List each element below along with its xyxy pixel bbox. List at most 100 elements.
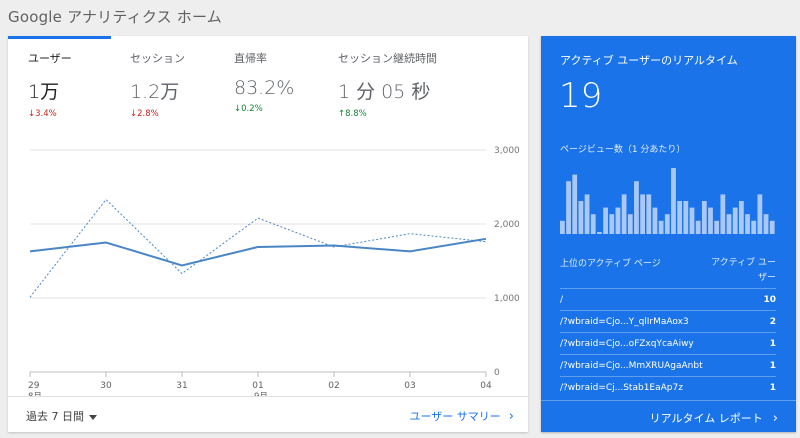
realtime-report-label: リアルタイム レポート [649, 412, 763, 425]
header-top-pages: 上位のアクティブ ページ [560, 259, 661, 269]
metric-label: 直帰率 [234, 52, 267, 65]
active-page-row[interactable]: /?wbraid=Cjo...Y_qlIrMaAox3 2 [560, 310, 776, 332]
pageview-bar [671, 168, 676, 234]
x-tick-label: 31 [176, 381, 187, 391]
date-range-label: 過去 7 日間 [26, 410, 84, 423]
pageview-bar [609, 214, 615, 234]
chevron-right-icon: › [508, 409, 514, 424]
pageview-bar [572, 174, 578, 234]
metric-label: セッション [130, 52, 185, 65]
line-chart-svg: 3,000 2,000 1,000 0 298月 30 31 019月 02 03 04 [28, 146, 520, 396]
pageview-bar [745, 214, 750, 234]
active-page-path: /?wbraid=Cjo...MmXRUAgaAnbt [560, 361, 703, 371]
metric-value: 83.2% [234, 77, 295, 99]
active-page-row[interactable]: /?wbraid=Cjo...MmXRUAgaAnbt 1 [560, 354, 776, 376]
metric-change: ↓0.2% [234, 104, 263, 114]
pageview-bar [584, 194, 590, 234]
metric-tab-sessions[interactable]: セッション 1.2万 ↓2.8% [130, 50, 185, 119]
x-tick-label: 01 [252, 381, 263, 391]
pageviews-bar-chart [560, 168, 775, 234]
active-tab-indicator [8, 36, 111, 39]
y-tick-label: 2,000 [494, 220, 520, 230]
pageview-bar [695, 220, 701, 234]
x-tick-sublabel: 8月 [28, 392, 42, 396]
x-tick-sublabel: 9月 [254, 392, 268, 396]
active-page-count: 1 [769, 361, 776, 371]
x-tick-label: 04 [480, 381, 492, 391]
user-summary-link[interactable]: ユーザー サマリー › [410, 408, 514, 424]
active-page-count: 1 [769, 383, 776, 393]
pageview-bar [634, 181, 639, 234]
pageview-bar [621, 194, 627, 234]
current-series-line [29, 237, 487, 267]
pageview-bar [664, 214, 670, 234]
users-overview-card: ユーザー 1万 ↓3.4% セッション 1.2万 ↓2.8% 直帰率 83.2%… [8, 36, 528, 432]
pageview-bar [640, 194, 645, 234]
metric-label: セッション継続時間 [338, 52, 437, 65]
metric-label: ユーザー [28, 52, 72, 65]
comparison-series-line [29, 198, 487, 298]
active-page-count: 1 [769, 339, 776, 349]
metric-value: 1万 [28, 81, 60, 103]
pageview-bar [566, 181, 571, 234]
page-title: Google アナリティクス ホーム [8, 8, 222, 26]
pageview-bar [652, 207, 658, 234]
y-tick-label: 3,000 [494, 146, 520, 156]
pageview-bar [757, 194, 763, 234]
realtime-card: アクティブ ユーザーのリアルタイム 19 ページビュー数（1 分あたり） 上位の… [541, 36, 796, 432]
pageview-bar [590, 214, 596, 234]
pageview-bar [658, 220, 664, 234]
pageview-bar [603, 207, 608, 234]
user-summary-label: ユーザー サマリー [409, 410, 501, 423]
metric-tab-users[interactable]: ユーザー 1万 ↓3.4% [28, 50, 72, 119]
x-tick-label: 29 [28, 381, 40, 391]
pageview-bar [738, 201, 744, 234]
pageview-bar [763, 214, 769, 234]
metric-tab-bounce-rate[interactable]: 直帰率 83.2% ↓0.2% [234, 50, 294, 114]
pageview-bar [615, 207, 621, 234]
metric-value: 1 分 05 秒 [338, 81, 431, 103]
users-line-chart: 3,000 2,000 1,000 0 298月 30 31 019月 02 03 04 [8, 146, 528, 396]
pageview-bar [751, 220, 757, 234]
chevron-right-icon: › [772, 411, 778, 426]
card-footer: 過去 7 日間 ユーザー サマリー › [8, 396, 528, 432]
y-tick-label: 1,000 [494, 294, 520, 304]
active-page-count: 2 [769, 317, 776, 327]
x-tick-label: 03 [404, 381, 415, 391]
pageview-bar [708, 207, 713, 234]
pageview-bar [720, 194, 726, 234]
pageview-bar [714, 220, 720, 234]
y-tick-label: 0 [494, 368, 500, 378]
metric-tab-session-duration[interactable]: セッション継続時間 1 分 05 秒 ↑8.8% [338, 50, 437, 119]
active-page-path: /?wbraid=Cjo...oFZxqYcaAiwy [560, 339, 694, 349]
pageview-bar [769, 220, 775, 234]
active-page-row[interactable]: / 10 [560, 288, 776, 310]
realtime-footer: リアルタイム レポート › [541, 400, 796, 432]
pageview-bar [677, 201, 683, 234]
pageview-bar [578, 201, 584, 234]
x-tick-label: 30 [100, 381, 112, 391]
header-active-users: アクティブ ユーザー [711, 258, 776, 283]
pageview-bar [597, 232, 602, 234]
active-page-row[interactable]: /?wbraid=Cjo...oFZxqYcaAiwy 1 [560, 332, 776, 354]
pageview-bar [689, 207, 695, 234]
active-page-count: 10 [763, 295, 776, 305]
active-pages-header: 上位のアクティブ ページ アクティブ ユーザー [560, 256, 776, 288]
pageview-bar [732, 207, 738, 234]
metric-change: ↓3.4% [28, 109, 57, 119]
metric-change: ↑8.8% [338, 109, 367, 119]
active-page-path: /?wbraid=Cj...Stab1EaAp7z [560, 383, 683, 393]
active-page-path: /?wbraid=Cjo...Y_qlIrMaAox3 [560, 317, 689, 327]
date-range-dropdown[interactable]: 過去 7 日間 [26, 408, 97, 424]
realtime-title: アクティブ ユーザーのリアルタイム [560, 54, 738, 67]
metric-change: ↓2.8% [130, 109, 159, 119]
realtime-active-count: 19 [559, 76, 603, 116]
pageview-bar [683, 201, 689, 234]
pageviews-per-minute-title: ページビュー数（1 分あたり） [560, 145, 686, 155]
realtime-report-link[interactable]: リアルタイム レポート › [650, 410, 778, 426]
metric-value: 1.2万 [130, 81, 180, 103]
caret-down-icon [89, 414, 97, 420]
active-page-path: / [560, 295, 564, 305]
active-page-row[interactable]: /?wbraid=Cj...Stab1EaAp7z 1 [560, 376, 776, 398]
pageview-bar [726, 214, 732, 234]
